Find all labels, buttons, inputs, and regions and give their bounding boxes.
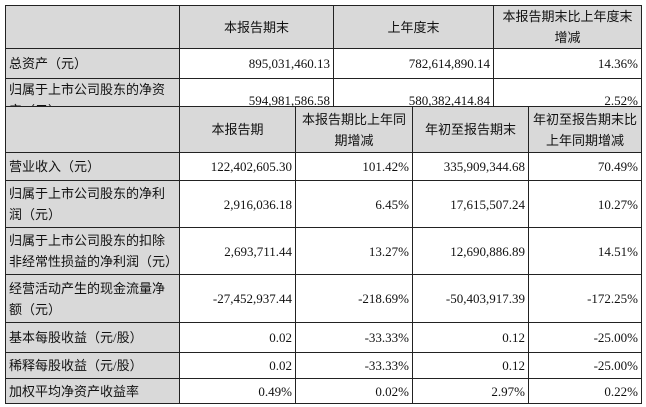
cell-value: -218.69% xyxy=(295,274,413,323)
cell-value: 0.02% xyxy=(295,378,413,404)
cell-value: 782,614,890.14 xyxy=(333,48,494,79)
cell-value: 10.27% xyxy=(528,180,642,228)
cell-value: 0.49% xyxy=(179,378,296,404)
table-row: 总资产（元） 895,031,460.13 782,614,890.14 14.36% xyxy=(5,48,642,79)
cell-value: 12,690,886.89 xyxy=(412,227,529,275)
cell-value: 0.02 xyxy=(179,352,296,379)
cell-value: 17,615,507.24 xyxy=(412,180,529,228)
row-label: 归属于上市公司股东的扣除非经常性损益的净利润（元） xyxy=(5,227,180,275)
table-row: 归属于上市公司股东的扣除非经常性损益的净利润（元） 2,693,711.44 13.… xyxy=(5,227,642,275)
cell-value: 0.12 xyxy=(412,352,529,379)
cell-value: 0.12 xyxy=(412,322,529,353)
row-label: 加权平均净资产收益率 xyxy=(5,378,180,404)
cell-value: -33.33% xyxy=(295,322,413,353)
cell-value: 101.42% xyxy=(295,152,413,181)
column-header: 本报告期末 xyxy=(179,5,334,49)
row-label: 总资产（元） xyxy=(5,48,180,79)
table-row: 基本每股收益（元/股） 0.02 -33.33% 0.12 -25.00% xyxy=(5,322,642,353)
row-label: 基本每股收益（元/股） xyxy=(5,322,180,353)
cell-value: 2.97% xyxy=(412,378,529,404)
cell-value: -33.33% xyxy=(295,352,413,379)
cell-value: 2,916,036.18 xyxy=(179,180,296,228)
income-table: 本报告期 本报告期比上年同期增减 年初至报告期末 年初至报告期末比上年同期增减 营业收入… xyxy=(5,106,642,404)
row-label: 经营活动产生的现金流量净额（元） xyxy=(5,274,180,323)
table-row: 经营活动产生的现金流量净额（元） -27,452,937.44 -218.69% -5… xyxy=(5,274,642,323)
column-header: 年初至报告期末比上年同期增减 xyxy=(528,106,642,153)
column-header: 上年度末 xyxy=(333,5,494,49)
cell-value: 13.27% xyxy=(295,227,413,275)
header-row: 本报告期末 上年度末 本报告期末比上年度末增减 xyxy=(5,5,642,49)
row-label: 营业收入（元） xyxy=(5,152,180,181)
row-label: 稀释每股收益（元/股） xyxy=(5,352,180,379)
cell-value: 70.49% xyxy=(528,152,642,181)
header-row: 本报告期 本报告期比上年同期增减 年初至报告期末 年初至报告期末比上年同期增减 xyxy=(5,106,642,153)
cell-value: 335,909,344.68 xyxy=(412,152,529,181)
table-row: 营业收入（元） 122,402,605.30 101.42% 335,909,344.… xyxy=(5,152,642,181)
cell-value: 122,402,605.30 xyxy=(179,152,296,181)
column-header: 本报告期比上年同期增减 xyxy=(295,106,413,153)
row-label: 归属于上市公司股东的净利润（元） xyxy=(5,180,180,228)
column-header: 年初至报告期末 xyxy=(412,106,529,153)
table-row: 归属于上市公司股东的净利润（元） 2,916,036.18 6.45% 17,615,… xyxy=(5,180,642,228)
cell-value: 14.51% xyxy=(528,227,642,275)
cell-value: -25.00% xyxy=(528,322,642,353)
cell-value: 6.45% xyxy=(295,180,413,228)
header-corner xyxy=(5,5,180,49)
cell-value: -25.00% xyxy=(528,352,642,379)
table-row: 稀释每股收益（元/股） 0.02 -33.33% 0.12 -25.00% xyxy=(5,352,642,379)
cell-value: 0.22% xyxy=(528,378,642,404)
table-row: 加权平均净资产收益率 0.49% 0.02% 2.97% 0.22% xyxy=(5,378,642,404)
balance-table: 本报告期末 上年度末 本报告期末比上年度末增减 总资产（元） 895,031,460.1… xyxy=(5,5,642,122)
cell-value: 14.36% xyxy=(493,48,642,79)
column-header: 本报告期 xyxy=(179,106,296,153)
header-corner xyxy=(5,106,180,153)
cell-value: 2,693,711.44 xyxy=(179,227,296,275)
cell-value: 895,031,460.13 xyxy=(179,48,334,79)
cell-value: 0.02 xyxy=(179,322,296,353)
cell-value: -172.25% xyxy=(528,274,642,323)
cell-value: -50,403,917.39 xyxy=(412,274,529,323)
cell-value: -27,452,937.44 xyxy=(179,274,296,323)
column-header: 本报告期末比上年度末增减 xyxy=(493,5,642,49)
